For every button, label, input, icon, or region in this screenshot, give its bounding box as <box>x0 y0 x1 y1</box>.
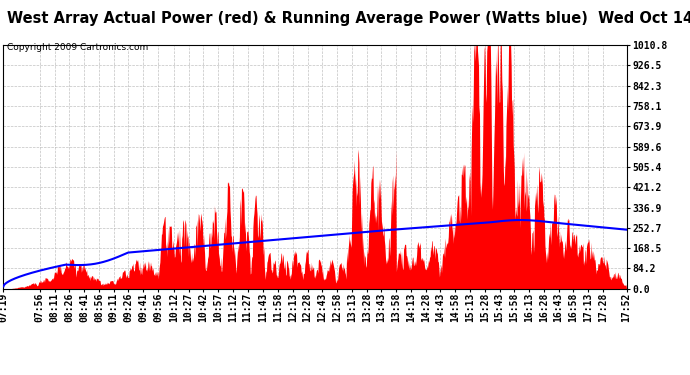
Text: West Array Actual Power (red) & Running Average Power (Watts blue)  Wed Oct 14 1: West Array Actual Power (red) & Running … <box>7 11 690 26</box>
Text: Copyright 2009 Cartronics.com: Copyright 2009 Cartronics.com <box>7 43 148 52</box>
